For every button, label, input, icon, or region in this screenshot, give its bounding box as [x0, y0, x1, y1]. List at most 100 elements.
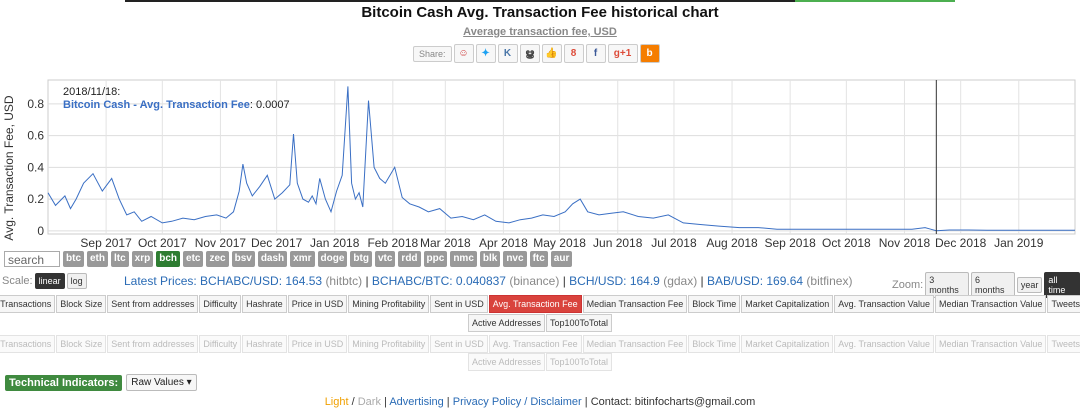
prices-prefix: Latest Prices: [124, 274, 201, 288]
ticker-btc[interactable]: btc [63, 251, 84, 267]
metric-tab-mining-profitability[interactable]: Mining Profitability [348, 295, 430, 313]
ticker-aur[interactable]: aur [550, 251, 573, 267]
metric-tab-tweets[interactable]: Tweets [1047, 335, 1080, 353]
zoom-3-months-button[interactable]: 3 months [925, 272, 970, 298]
metric-tab-median-transaction-value[interactable]: Median Transaction Value [935, 335, 1047, 353]
price-sep: | [362, 274, 372, 288]
facebook-icon[interactable]: f [585, 44, 606, 63]
metric-tab-hashrate[interactable]: Hashrate [242, 295, 287, 313]
x-tick-label: Apr 2018 [479, 236, 528, 250]
weibo2-icon[interactable]: ൠ [519, 44, 540, 63]
price-sep: | [697, 274, 708, 288]
ticker-zec[interactable]: zec [206, 251, 229, 267]
ticker-dash[interactable]: dash [257, 251, 288, 267]
twitter-icon[interactable]: ✦ [475, 44, 496, 63]
theme-light-link[interactable]: Light [324, 396, 349, 408]
metric-tab-sent-from-addresses[interactable]: Sent from addresses [107, 295, 199, 313]
privacy-link[interactable]: Privacy Policy / Disclaimer [452, 396, 582, 408]
ticker-vtc[interactable]: vtc [374, 251, 396, 267]
page-subtitle[interactable]: Average transaction fee, USD [463, 26, 617, 38]
price-pair-3[interactable]: BCH/USD: 164.9 [569, 274, 660, 288]
x-tick-label: Sep 2018 [764, 236, 816, 250]
ticker-nmc[interactable]: nmc [450, 251, 477, 267]
x-tick-label: Dec 2018 [935, 236, 987, 250]
zoom-year-button[interactable]: year [1016, 277, 1043, 293]
ticker-bsv[interactable]: bsv [231, 251, 255, 267]
zoom-6-months-button[interactable]: 6 months [971, 272, 1015, 298]
metric-tab-transactions[interactable]: Transactions [0, 335, 56, 353]
metric-tab-block-time[interactable]: Block Time [688, 295, 741, 313]
price-pair-2[interactable]: BCHABC/BTC: 0.040837 [371, 274, 506, 288]
weibo-icon[interactable]: ☺ [453, 44, 474, 63]
metric-tab-difficulty[interactable]: Difficulty [199, 295, 242, 313]
metric-tab-top100tototal[interactable]: Top100ToTotal [546, 314, 613, 332]
ticker-search-input[interactable]: search [4, 251, 60, 267]
ticker-doge[interactable]: doge [317, 251, 348, 267]
metric-tab-market-capitalization[interactable]: Market Capitalization [741, 335, 834, 353]
scale-log-button[interactable]: log [66, 273, 87, 289]
scale-linear-button[interactable]: linear [34, 273, 65, 289]
ticker-ltc[interactable]: ltc [111, 251, 129, 267]
metric-tab-avg-transaction-value[interactable]: Avg. Transaction Value [834, 335, 935, 353]
metric-tab-avg-transaction-fee[interactable]: Avg. Transaction Fee [488, 295, 582, 313]
metric-tab-median-transaction-fee[interactable]: Median Transaction Fee [582, 335, 688, 353]
contact-text: Contact: bitinfocharts@gmail.com [590, 396, 756, 408]
metric-tab-active-addresses[interactable]: Active Addresses [467, 353, 545, 371]
share-label: Share: [413, 45, 452, 62]
ticker-xmr[interactable]: xmr [290, 251, 315, 267]
fee-chart[interactable]: Avg. Transaction Fee, USD 0.80.60.40.20 … [0, 70, 1080, 252]
metric-tab-sent-in-usd[interactable]: Sent in USD [430, 335, 488, 353]
metric-tab-block-time[interactable]: Block Time [688, 335, 741, 353]
tech-select[interactable]: Raw Values ▾ [126, 374, 197, 391]
price-sep: | [559, 274, 570, 288]
ticker-eth[interactable]: eth [87, 251, 108, 267]
footer-slash: / [348, 396, 358, 408]
metric-tab-difficulty[interactable]: Difficulty [199, 335, 242, 353]
x-tick-label: Jan 2018 [310, 236, 360, 250]
ticker-ppc[interactable]: ppc [423, 251, 448, 267]
metric-tab-avg-transaction-fee[interactable]: Avg. Transaction Fee [488, 335, 582, 353]
price-pair-1[interactable]: BCHABC/USD: 164.53 [200, 274, 323, 288]
metric-tab-avg-transaction-value[interactable]: Avg. Transaction Value [834, 295, 935, 313]
scale-control: Scale: linear log [2, 273, 87, 289]
metric-tab-hashrate[interactable]: Hashrate [242, 335, 287, 353]
metric-tab-active-addresses[interactable]: Active Addresses [467, 314, 545, 332]
metric-tab-price-in-usd[interactable]: Price in USD [287, 295, 348, 313]
zoom-control: Zoom: 3 months 6 months year all time [892, 272, 1080, 298]
metric-tab-market-capitalization[interactable]: Market Capitalization [741, 295, 834, 313]
ticker-xrp[interactable]: xrp [131, 251, 154, 267]
ticker-blk[interactable]: blk [479, 251, 501, 267]
metric-tab-mining-profitability[interactable]: Mining Profitability [348, 335, 430, 353]
metric-tab-sent-in-usd[interactable]: Sent in USD [430, 295, 488, 313]
vk-icon[interactable]: K [497, 44, 518, 63]
advertising-link[interactable]: Advertising [389, 396, 444, 408]
metric-tab-tweets[interactable]: Tweets [1047, 295, 1080, 313]
zoom-all-time-button[interactable]: all time [1044, 272, 1080, 298]
ticker-etc[interactable]: etc [183, 251, 204, 267]
x-tick-label: Jul 2018 [651, 236, 697, 250]
theme-dark-link[interactable]: Dark [357, 396, 381, 408]
technical-indicators: Technical Indicators: Raw Values ▾ [5, 374, 197, 391]
ticker-bch[interactable]: bch [156, 251, 181, 267]
x-tick-label: Dec 2017 [251, 236, 303, 250]
metric-tab-median-transaction-value[interactable]: Median Transaction Value [935, 295, 1047, 313]
google-plus-icon[interactable]: 8 [563, 44, 584, 63]
metric-tab-transactions[interactable]: Transactions [0, 295, 56, 313]
price-pair-4[interactable]: BAB/USD: 169.64 [707, 274, 804, 288]
metric-tab-price-in-usd[interactable]: Price in USD [287, 335, 348, 353]
ticker-rdd[interactable]: rdd [398, 251, 421, 267]
metric-tab-median-transaction-fee[interactable]: Median Transaction Fee [582, 295, 688, 313]
metric-tab-sent-from-addresses[interactable]: Sent from addresses [107, 335, 199, 353]
google-plus-one-icon[interactable]: g+1 [607, 44, 638, 63]
compare-tabs-row-1: Transactions Block Size Sent from addresse… [0, 335, 1080, 353]
like-icon[interactable]: 👍 [541, 44, 562, 63]
ticker-nvc[interactable]: nvc [503, 251, 527, 267]
ticker-ftc[interactable]: ftc [529, 251, 548, 267]
top-border [125, 0, 955, 2]
metric-tab-block-size[interactable]: Block Size [56, 295, 107, 313]
blogger-icon[interactable]: b [639, 44, 660, 63]
ticker-btg[interactable]: btg [350, 251, 372, 267]
metric-tab-block-size[interactable]: Block Size [56, 335, 107, 353]
y-axis-label: Avg. Transaction Fee, USD [2, 95, 16, 241]
metric-tab-top100tototal[interactable]: Top100ToTotal [546, 353, 613, 371]
